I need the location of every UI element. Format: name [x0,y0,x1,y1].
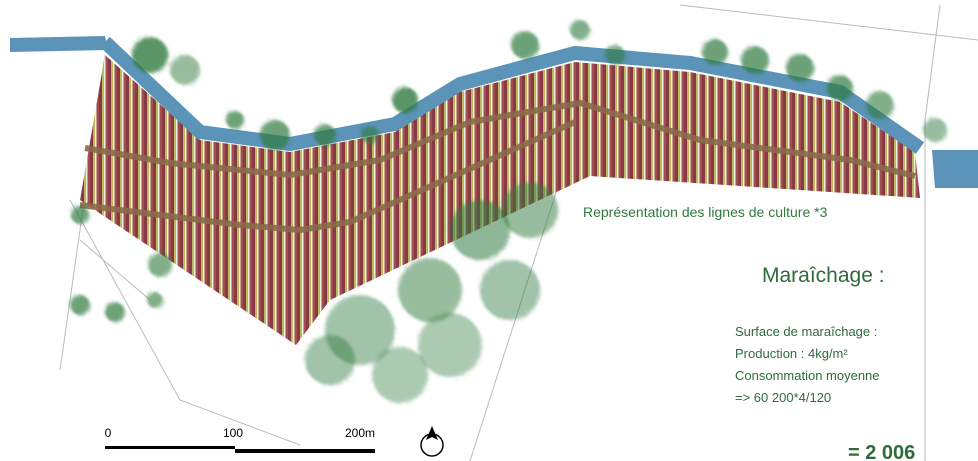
panel-result: = 2 006 [848,442,915,461]
canal-inlet [10,36,108,52]
panel-line: Production : 4kg/m² [735,346,848,361]
scale-segment [105,446,235,449]
panel-line: => 60 200*4/120 [735,390,831,405]
field-paths [79,99,916,234]
basin [932,150,978,188]
cultivation-field [80,55,920,345]
panel-line: Surface de maraîchage : [735,324,877,339]
scale-segment [235,449,375,453]
scale-label: 0 [105,426,112,440]
rows-annotation: Représentation des lignes de culture *3 [583,204,828,220]
north-arrow [420,426,444,457]
canal [100,36,925,154]
scale-label: 200m [345,426,375,440]
scale-label: 100 [223,426,243,440]
scale-bar: 0 100 200m [105,426,375,453]
panel-line: Consommation moyenne [735,368,880,383]
trees [70,20,947,403]
panel-title: Maraîchage : [762,264,885,287]
